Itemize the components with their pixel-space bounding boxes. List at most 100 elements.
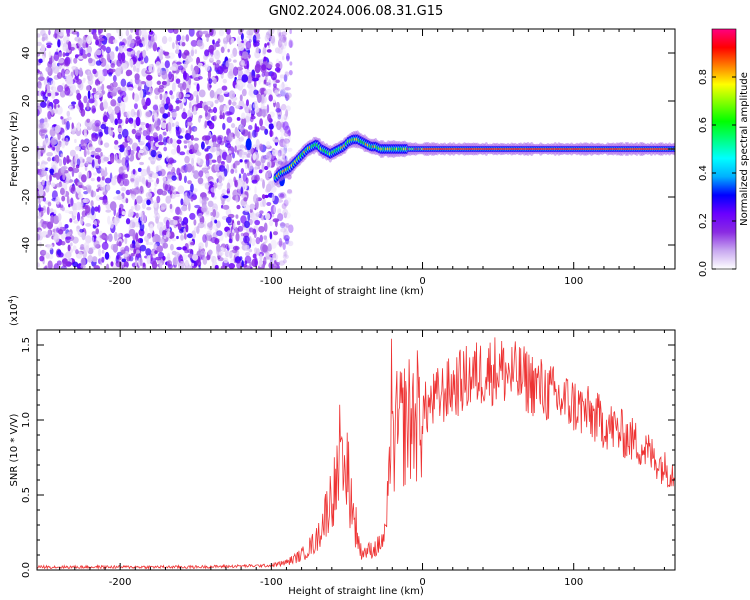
noise-cell	[184, 94, 191, 98]
noise-cell	[281, 114, 286, 119]
noise-cell	[44, 137, 51, 146]
noise-cell	[232, 47, 238, 57]
noise-cell	[92, 172, 97, 176]
noise-cell	[183, 145, 188, 149]
noise-cell	[105, 263, 110, 269]
noise-cell	[176, 91, 182, 100]
noise-cell	[113, 217, 120, 224]
noise-cell	[275, 63, 280, 68]
noise-cell	[235, 105, 241, 109]
noise-cell	[57, 39, 61, 48]
noise-cell	[278, 193, 285, 200]
noise-cell	[176, 61, 182, 65]
noise-cell	[145, 97, 151, 107]
noise-cell	[150, 160, 156, 165]
noise-cell	[244, 265, 251, 269]
noise-cell	[158, 141, 164, 146]
noise-cell	[280, 155, 286, 162]
noise-cell	[121, 86, 127, 93]
spectrogram-ytick-label: -20	[21, 189, 32, 205]
noise-cell	[134, 180, 139, 190]
noise-cell	[260, 65, 267, 74]
noise-cell	[259, 210, 264, 214]
noise-cell	[220, 46, 225, 54]
noise-cell	[282, 229, 289, 238]
noise-cell	[285, 109, 289, 118]
noise-cell	[46, 82, 51, 91]
noise-cell	[262, 197, 266, 208]
noise-cell	[214, 219, 218, 224]
noise-cell	[123, 261, 129, 268]
noise-cell	[241, 51, 249, 60]
noise-cell	[66, 33, 70, 37]
noise-cell	[190, 64, 194, 72]
noise-cell	[178, 65, 184, 71]
noise-cell	[284, 241, 291, 245]
spectrogram-ytick-label: 0	[21, 146, 32, 152]
noise-cell	[138, 175, 145, 183]
noise-cell	[37, 181, 41, 186]
noise-cell	[256, 144, 259, 151]
noise-cell	[251, 179, 258, 184]
snr-panel: -200 -100 0 100 0.0 0.5 1.0 1.5 Height of strai…	[7, 295, 676, 597]
noise-cell	[57, 213, 62, 222]
noise-cell	[249, 208, 253, 213]
noise-cell	[285, 94, 291, 101]
noise-cell	[240, 32, 244, 41]
noise-cell	[68, 166, 74, 172]
noise-cell	[241, 74, 249, 83]
noise-cell	[156, 195, 161, 204]
noise-cell	[185, 266, 191, 269]
noise-cell	[242, 129, 249, 137]
noise-cell	[77, 37, 83, 48]
noise-cell	[72, 209, 78, 217]
noise-cell	[166, 179, 170, 186]
noise-cell	[269, 129, 273, 138]
noise-cell	[199, 114, 203, 119]
noise-cell	[282, 127, 288, 131]
noise-cell	[177, 222, 182, 231]
noise-cell	[269, 219, 274, 227]
noise-cell	[169, 203, 173, 210]
noise-cell	[232, 66, 239, 77]
noise-cell	[283, 144, 288, 155]
noise-cell	[179, 151, 186, 156]
noise-cell	[198, 264, 201, 269]
noise-cell	[236, 36, 241, 45]
noise-cell	[284, 94, 289, 99]
noise-cell	[162, 50, 166, 55]
noise-cell	[266, 171, 272, 178]
noise-cell	[187, 109, 191, 117]
noise-cell	[207, 249, 213, 255]
noise-cell	[89, 73, 94, 81]
noise-cell	[287, 189, 293, 194]
noise-cell	[116, 195, 123, 201]
noise-cell	[264, 43, 267, 48]
noise-cell	[75, 249, 79, 255]
noise-cell	[109, 82, 114, 92]
noise-cell	[118, 207, 122, 216]
noise-cell	[197, 212, 203, 219]
noise-cell	[83, 190, 89, 195]
snr-xtick-label: -100	[260, 577, 283, 588]
noise-cell	[247, 75, 253, 84]
noise-cell	[284, 71, 290, 77]
noise-cell	[216, 144, 221, 153]
noise-cell	[69, 218, 73, 223]
noise-cell	[277, 29, 282, 37]
noise-cell	[279, 74, 283, 82]
noise-cell	[171, 250, 177, 256]
noise-cell	[99, 57, 107, 68]
noise-cell	[151, 260, 158, 269]
noise-cell	[82, 53, 88, 59]
noise-cell	[78, 67, 83, 77]
noise-cell	[193, 137, 200, 141]
noise-cell	[162, 113, 169, 119]
noise-cell	[112, 39, 118, 44]
noise-cell	[96, 164, 100, 169]
noise-cell	[196, 225, 200, 234]
noise-cell	[262, 179, 265, 189]
noise-cell	[139, 186, 144, 192]
noise-cell	[225, 243, 229, 249]
noise-cell	[154, 243, 158, 249]
